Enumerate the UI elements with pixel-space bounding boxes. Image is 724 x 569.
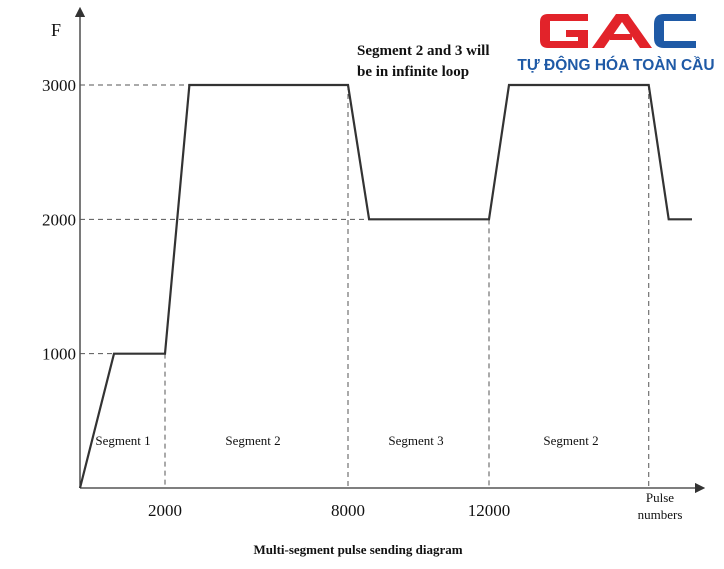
segment-label: Segment 1 <box>95 433 150 448</box>
x-ticks: 2000 8000 12000 <box>148 501 510 520</box>
y-ticks: 1000 2000 3000 <box>42 76 76 364</box>
gac-logo: TỰ ĐỘNG HÓA TOÀN CẦU <box>517 14 715 74</box>
x-tick-label: 2000 <box>148 501 182 520</box>
x-axis-label-line1: Pulse <box>646 490 674 505</box>
y-axis-label: F <box>51 20 61 40</box>
logo-letter-a <box>592 14 652 48</box>
segment-labels: Segment 1 Segment 2 Segment 3 Segment 2 <box>95 433 598 448</box>
chart-title: Multi-segment pulse sending diagram <box>253 542 462 557</box>
x-axis-label-line2: numbers <box>638 507 683 522</box>
y-tick-label: 2000 <box>42 210 76 229</box>
x-tick-label: 12000 <box>468 501 511 520</box>
segment-label: Segment 2 <box>543 433 598 448</box>
logo-tagline: TỰ ĐỘNG HÓA TOÀN CẦU <box>517 56 714 74</box>
series-line <box>78 83 692 489</box>
segment-label: Segment 2 <box>225 433 280 448</box>
logo-letter-a-bar <box>610 34 632 40</box>
y-tick-label: 1000 <box>42 345 76 364</box>
x-tick-label: 8000 <box>331 501 365 520</box>
annotation-line-1: Segment 2 and 3 will <box>357 43 490 59</box>
y-tick-label: 3000 <box>42 76 76 95</box>
logo-letter-g <box>540 14 588 48</box>
guide-lines <box>80 84 650 488</box>
logo-letter-c <box>654 14 696 48</box>
segment-label: Segment 3 <box>388 433 443 448</box>
annotation-line-2: be in infinite loop <box>357 64 469 80</box>
